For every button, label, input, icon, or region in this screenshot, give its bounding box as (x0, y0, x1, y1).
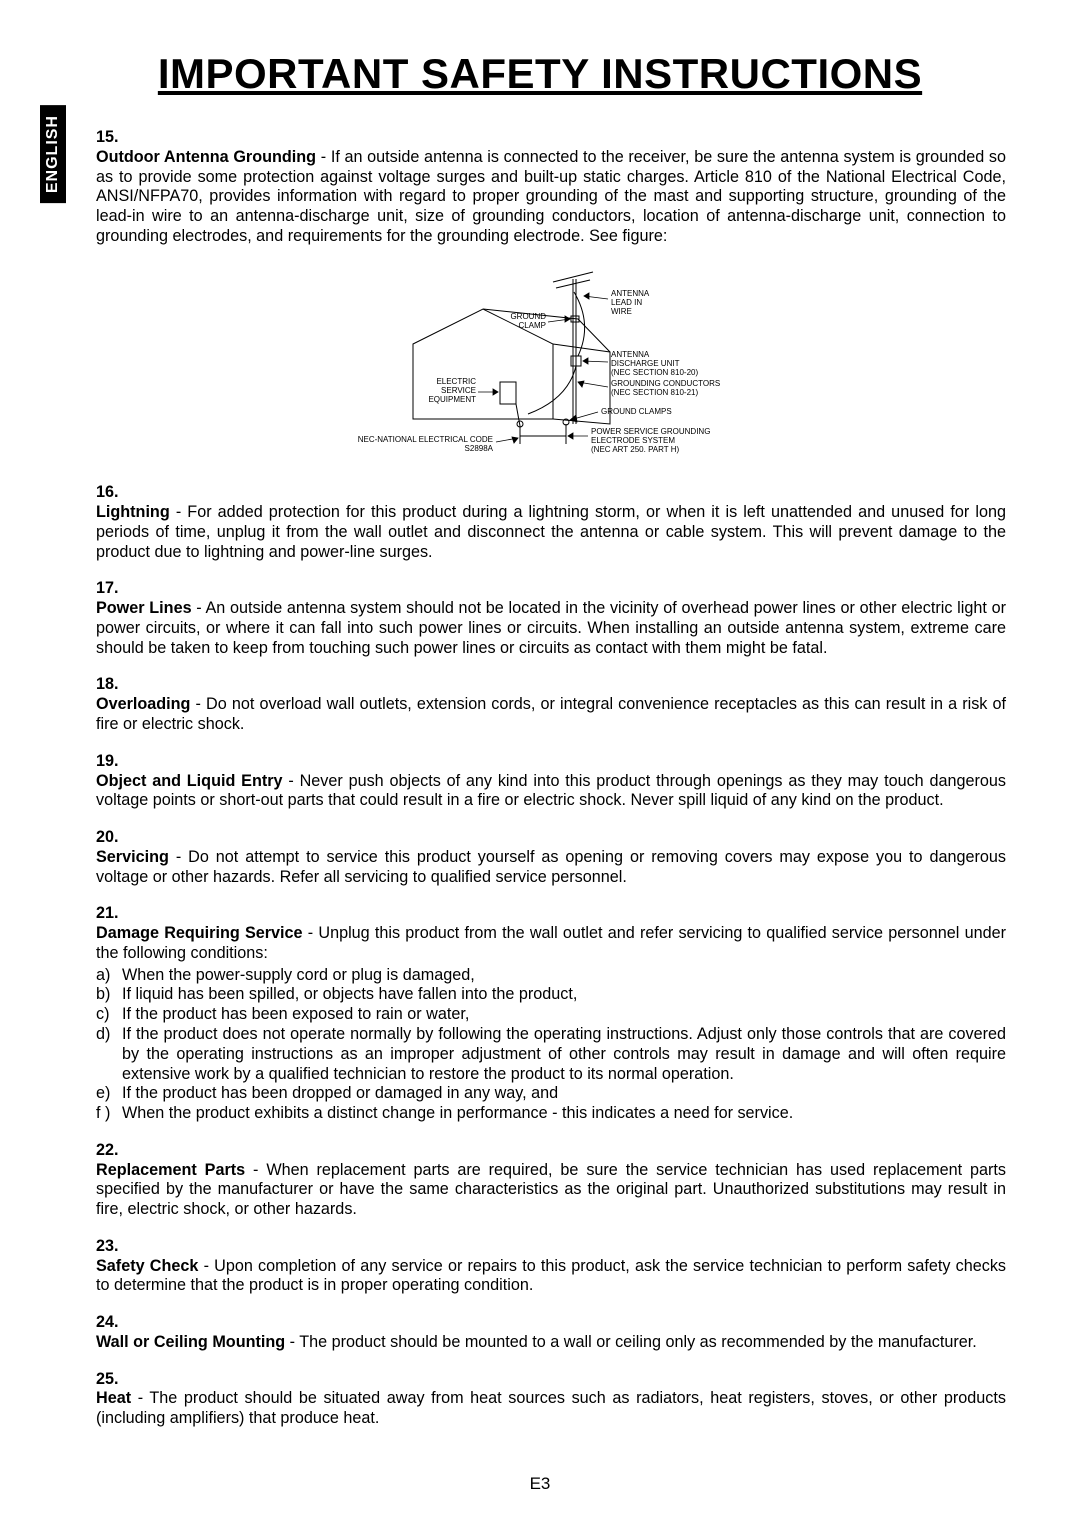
item-number: 17. (96, 579, 128, 599)
svg-text:ELECTRIC: ELECTRIC (436, 377, 476, 386)
sub-item: b)If liquid has been spilled, or objects… (96, 985, 1006, 1005)
list-item: 25.Heat - The product should be situated… (96, 1370, 1020, 1429)
list-item: 18.Overloading - Do not overload wall ou… (96, 675, 1020, 734)
list-item: 15.Outdoor Antenna Grounding - If an out… (96, 128, 1020, 247)
sub-item: e)If the product has been dropped or dam… (96, 1084, 1006, 1104)
item-number: 24. (96, 1313, 128, 1333)
item-number: 15. (96, 128, 128, 148)
item-body: Lightning - For added protection for thi… (96, 503, 1006, 562)
list-item: 16.Lightning - For added protection for … (96, 483, 1020, 562)
item-body: Replacement Parts - When replacement par… (96, 1161, 1006, 1220)
svg-text:LEAD IN: LEAD IN (611, 298, 642, 307)
sub-item: f )When the product exhibits a distinct … (96, 1104, 1006, 1124)
svg-text:DISCHARGE UNIT: DISCHARGE UNIT (611, 359, 680, 368)
sub-item: a)When the power-supply cord or plug is … (96, 966, 1006, 986)
list-item: 24.Wall or Ceiling Mounting - The produc… (96, 1313, 1020, 1353)
item-body: Damage Requiring Service - Unplug this p… (96, 924, 1006, 1124)
content-list: 15.Outdoor Antenna Grounding - If an out… (96, 128, 1020, 1429)
sublist: a)When the power-supply cord or plug is … (96, 966, 1006, 1124)
list-item: 17.Power Lines - An outside antenna syst… (96, 579, 1020, 658)
sub-item: c)If the product has been exposed to rai… (96, 1005, 1006, 1025)
svg-text:GROUNDING CONDUCTORS: GROUNDING CONDUCTORS (611, 379, 720, 388)
svg-text:SERVICE: SERVICE (441, 386, 476, 395)
item-body: Wall or Ceiling Mounting - The product s… (96, 1333, 1006, 1353)
page-number: E3 (0, 1474, 1080, 1494)
svg-text:GROUND CLAMPS: GROUND CLAMPS (601, 407, 672, 416)
list-item: 21.Damage Requiring Service - Unplug thi… (96, 904, 1020, 1123)
svg-text:S2898A: S2898A (465, 444, 494, 453)
item-body: Outdoor Antenna Grounding - If an outsid… (96, 148, 1006, 247)
svg-text:(NEC ART 250. PART H): (NEC ART 250. PART H) (591, 445, 680, 454)
svg-text:GROUND: GROUND (510, 312, 546, 321)
page-title: IMPORTANT SAFETY INSTRUCTIONS (60, 50, 1020, 98)
language-tab: ENGLISH (40, 105, 66, 203)
sub-item: d)If the product does not operate normal… (96, 1025, 1006, 1084)
svg-text:(NEC SECTION 810-21): (NEC SECTION 810-21) (611, 388, 698, 397)
list-item: 20.Servicing - Do not attempt to service… (96, 828, 1020, 887)
svg-text:ANTENNA: ANTENNA (611, 289, 650, 298)
svg-text:ANTENNA: ANTENNA (611, 350, 650, 359)
item-number: 25. (96, 1370, 128, 1390)
item-number: 16. (96, 483, 128, 503)
item-number: 23. (96, 1237, 128, 1257)
svg-text:WIRE: WIRE (611, 307, 632, 316)
list-item: 22.Replacement Parts - When replacement … (96, 1141, 1020, 1220)
svg-text:POWER SERVICE GROUNDING: POWER SERVICE GROUNDING (591, 427, 710, 436)
item-number: 22. (96, 1141, 128, 1161)
item-number: 19. (96, 752, 128, 772)
item-body: Heat - The product should be situated aw… (96, 1389, 1006, 1429)
item-body: Power Lines - An outside antenna system … (96, 599, 1006, 658)
item-number: 18. (96, 675, 128, 695)
svg-text:ELECTRODE SYSTEM: ELECTRODE SYSTEM (591, 436, 675, 445)
svg-text:NEC-NATIONAL ELECTRICAL CODE: NEC-NATIONAL ELECTRICAL CODE (358, 435, 493, 444)
list-item: 23.Safety Check - Upon completion of any… (96, 1237, 1020, 1296)
grounding-figure: ANTENNALEAD INWIRE GROUNDCLAMP ANTENNADI… (96, 264, 1020, 470)
svg-text:(NEC SECTION 810-20): (NEC SECTION 810-20) (611, 368, 698, 377)
list-item: 19.Object and Liquid Entry - Never push … (96, 752, 1020, 811)
item-number: 21. (96, 904, 128, 924)
svg-text:EQUIPMENT: EQUIPMENT (428, 395, 476, 404)
item-body: Overloading - Do not overload wall outle… (96, 695, 1006, 735)
item-body: Safety Check - Upon completion of any se… (96, 1257, 1006, 1297)
item-number: 20. (96, 828, 128, 848)
svg-text:CLAMP: CLAMP (518, 321, 546, 330)
item-body: Servicing - Do not attempt to service th… (96, 848, 1006, 888)
item-body: Object and Liquid Entry - Never push obj… (96, 772, 1006, 812)
